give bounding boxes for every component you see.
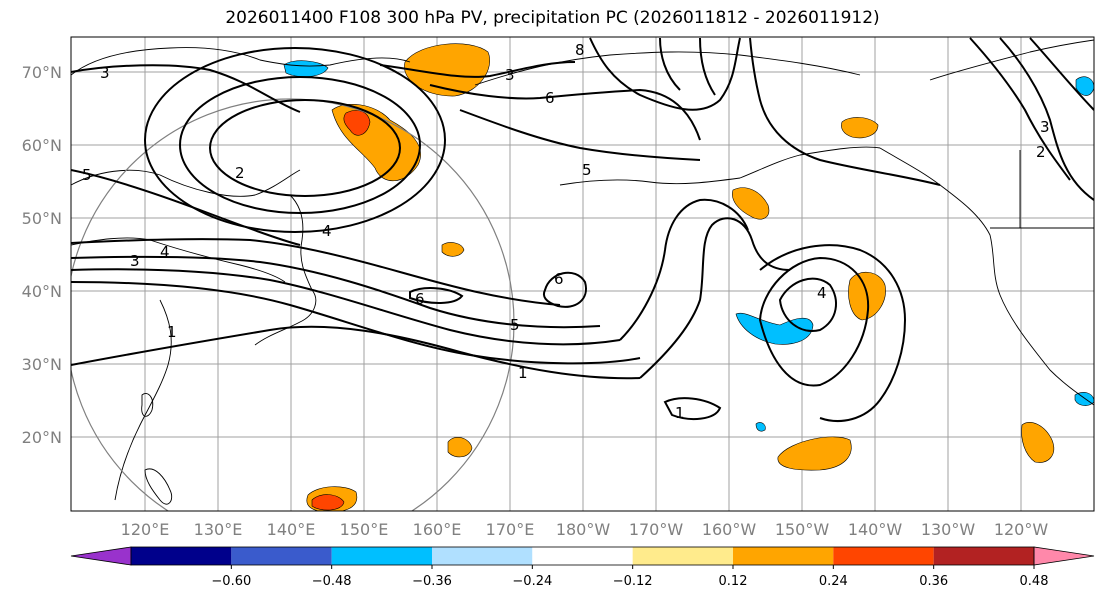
colorbar-tick-label: 0.48: [1020, 574, 1049, 589]
lon-label: 150°E: [340, 520, 389, 539]
precip-negative-patch: [283, 60, 329, 77]
map-title: 2026011400 F108 300 hPa PV, precipitatio…: [225, 8, 880, 28]
contour-label: 1: [167, 323, 177, 341]
contour-labels: 3 5 2 3 4 1 4 6 6 5 1 1 8 6 5 4 3 2 3: [82, 41, 1050, 422]
lon-labels: 120°E 130°E 140°E 150°E 160°E 170°E 180°…: [121, 520, 1049, 539]
coastlines: [71, 39, 1094, 505]
colorbar-bin: [231, 547, 332, 565]
colorbar-tick-label: 0.12: [719, 574, 748, 589]
precip-positive-patch: [732, 187, 770, 220]
contour-label: 6: [545, 89, 555, 107]
contour-label: 3: [100, 64, 110, 82]
contour-label: 8: [575, 41, 585, 59]
colorbar-ticks: −0.60 −0.48 −0.36 −0.24 −0.12 0.12 0.24 0.36 0.4…: [211, 565, 1049, 589]
colorbar-bin: [833, 547, 934, 565]
precip-negative-patch: [735, 312, 814, 345]
colorbar-tick-label: 0.24: [819, 574, 848, 589]
colorbar-tick-label: −0.48: [312, 574, 352, 589]
plot-frame: [70, 36, 1095, 512]
lon-label: 130°W: [921, 520, 976, 539]
colorbar-extend-low: [70, 546, 132, 566]
contour-label: 4: [322, 222, 332, 240]
contour-label: 5: [582, 161, 592, 179]
lon-label: 120°W: [994, 520, 1049, 539]
lon-label: 160°E: [413, 520, 462, 539]
lon-label: 180°W: [556, 520, 611, 539]
colorbar-bin: [632, 547, 733, 565]
lat-labels: 70°N 60°N 50°N 40°N 30°N 20°N: [22, 63, 62, 447]
colorbar-bin: [331, 547, 432, 565]
contour-label: 1: [518, 364, 528, 382]
contour-label: 6: [554, 270, 564, 288]
colorbar-bin: [432, 547, 533, 565]
contour-label: 4: [817, 284, 827, 302]
colorbar-frame: [130, 546, 1035, 566]
contour-label: 6: [415, 290, 425, 308]
lat-label: 50°N: [22, 209, 62, 228]
lon-label: 160°W: [702, 520, 757, 539]
contour-label: 2: [235, 164, 245, 182]
precip-positive-patch: [1021, 421, 1055, 463]
contour-label: 5: [82, 166, 92, 184]
colorbar-bin: [532, 547, 633, 565]
lon-label: 150°W: [775, 520, 830, 539]
lon-label: 170°E: [486, 520, 535, 539]
colorbar: [70, 546, 1095, 566]
contour-label: 2: [1036, 143, 1046, 161]
lat-label: 40°N: [22, 282, 62, 301]
lon-label: 170°W: [629, 520, 684, 539]
lon-label: 140°W: [848, 520, 903, 539]
colorbar-bin: [131, 547, 232, 565]
colorbar-tick-label: −0.24: [512, 574, 552, 589]
precip-strong-patch: [311, 494, 345, 511]
lat-label: 30°N: [22, 355, 62, 374]
contour-label: 5: [510, 316, 520, 334]
range-circle: [71, 98, 515, 511]
colorbar-bin: [733, 547, 834, 565]
precip-positive-patch: [841, 117, 879, 139]
colorbar-extend-high: [1033, 546, 1095, 566]
lat-label: 60°N: [22, 136, 62, 155]
precip-positive-patch: [441, 242, 465, 257]
colorbar-bin: [933, 547, 1034, 565]
contour-label: 3: [1040, 118, 1050, 136]
precip-positive-patch: [447, 437, 473, 458]
precip-negative-patch: [755, 422, 766, 432]
lon-label: 140°E: [267, 520, 316, 539]
contour-label: 1: [675, 404, 685, 422]
colorbar-tick-label: 0.36: [919, 574, 948, 589]
colorbar-tick-label: −0.12: [613, 574, 653, 589]
colorbar-tick-label: −0.36: [412, 574, 452, 589]
colorbar-tick-label: −0.60: [211, 574, 251, 589]
pv-contours: [71, 37, 1094, 422]
lat-label: 70°N: [22, 63, 62, 82]
lat-label: 20°N: [22, 428, 62, 447]
contour-label: 4: [160, 243, 170, 261]
contour-label: 3: [505, 66, 515, 84]
lon-label: 120°E: [121, 520, 170, 539]
contour-label: 3: [130, 252, 140, 270]
lon-label: 130°E: [194, 520, 243, 539]
precip-positive-patch: [777, 436, 852, 471]
